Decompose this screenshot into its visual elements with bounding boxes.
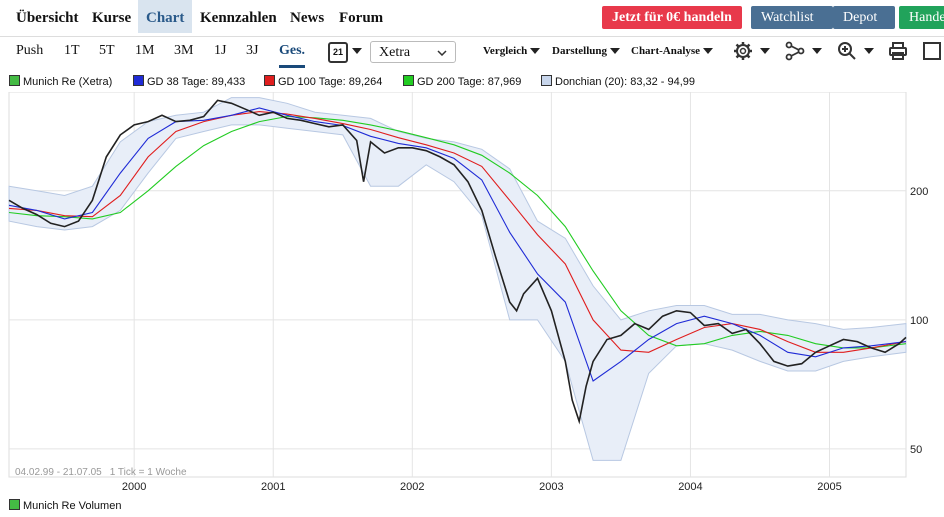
legend-label: GD 200 Tage: 87,969 [417,76,522,88]
chevron-down-icon [437,50,447,56]
x-tick-label: 2005 [817,481,841,493]
tab-forum[interactable]: Forum [339,10,384,26]
x-axis: 2000 2001 2002 2003 2004 2005 [122,481,842,493]
y-tick-label: 50 [910,444,922,456]
series-lines [8,99,907,425]
legend-swatch [9,75,20,86]
x-tick-label: 2000 [122,481,146,493]
share-icon[interactable] [785,41,805,66]
range-1m[interactable]: 1M [135,43,155,58]
darstellung-menu[interactable]: Darstellung [552,37,620,65]
print-icon[interactable] [888,41,908,66]
legend-item[interactable]: Munich Re (Xetra) [9,75,112,88]
legend-item[interactable]: GD 38 Tage: 89,433 [133,75,245,88]
volume-swatch [9,499,20,510]
zoom-dropdown-icon[interactable] [864,48,874,54]
vergleich-menu[interactable]: Vergleich [483,37,541,65]
legend-label: GD 38 Tage: 89,433 [147,76,246,88]
tick-info: 1 Tick = 1 Woche [110,467,187,478]
range-5t[interactable]: 5T [99,43,115,58]
x-tick-label: 2001 [261,481,285,493]
x-tick-label: 2004 [678,481,702,493]
range-3m[interactable]: 3M [174,43,194,58]
calendar-icon[interactable]: 21 [328,42,348,63]
range-3j[interactable]: 3J [246,43,259,58]
depot-button[interactable]: Depot [833,6,895,29]
legend-item[interactable]: GD 100 Tage: 89,264 [264,75,382,88]
legend-swatch [264,75,275,86]
legend-item[interactable]: GD 200 Tage: 87,969 [403,75,521,88]
tab-kurse[interactable]: Kurse [92,10,132,26]
watchlist-button[interactable]: Watchlist [751,6,833,29]
legend-item[interactable]: Donchian (20): 83,32 - 94,99 [541,75,695,88]
chevron-down-icon [610,48,620,55]
y-tick-label: 200 [910,186,928,198]
fullscreen-icon[interactable] [922,41,942,66]
handel-button[interactable]: Hande [899,6,944,29]
price-chart[interactable]: 200 100 50 2000 2001 2002 2003 2004 2005 04.02.… [0,92,944,497]
volume-label: Munich Re Volumen [23,500,122,512]
x-tick-label: 2003 [539,481,563,493]
chevron-down-icon [703,48,714,55]
chart-legend: Munich Re (Xetra) GD 38 Tage: 89,433 GD … [0,75,944,91]
exchange-select-value: Xetra [379,45,411,60]
series-line-gd-100-tage [8,111,907,353]
range-1j[interactable]: 1J [214,43,227,58]
tab-kennzahlen[interactable]: Kennzahlen [200,10,277,26]
exchange-select[interactable]: Xetra [370,41,456,63]
top-navigation: Übersicht Kurse Chart Kennzahlen News Fo… [0,0,944,36]
vergleich-label: Vergleich [483,45,528,57]
chart-toolbar: Push 1T 5T 1M 3M 1J 3J Ges. 21 Vergleich… [0,36,944,68]
zoom-icon[interactable] [837,41,857,66]
series-line-gd-200-tage [8,115,907,349]
share-dropdown-icon[interactable] [812,48,822,54]
legend-swatch [403,75,414,86]
x-tick-label: 2002 [400,481,424,493]
range-push[interactable]: Push [16,43,44,58]
range-1t[interactable]: 1T [64,43,80,58]
series-line-gd-38-tage [8,107,907,382]
legend-swatch [133,75,144,86]
tab-news[interactable]: News [290,10,325,26]
range-ges[interactable]: Ges. [279,37,306,68]
volume-legend: Munich Re Volumen [9,499,121,512]
legend-label: Donchian (20): 83,32 - 94,99 [555,76,696,88]
legend-label: GD 100 Tage: 89,264 [278,76,383,88]
legend-swatch [541,75,552,86]
settings-dropdown-icon[interactable] [760,48,770,54]
chart-analyse-label: Chart-Analyse [631,45,701,57]
y-tick-label: 100 [910,315,928,327]
legend-label: Munich Re (Xetra) [23,76,113,88]
settings-icon[interactable] [733,41,753,66]
calendar-day: 21 [332,47,343,57]
series-line-munich-re-xetra- [8,99,907,425]
trade-cta-button[interactable]: Jetzt für 0€ handeln [602,6,742,29]
tab-uebersicht[interactable]: Übersicht [16,10,79,26]
chart-analyse-menu[interactable]: Chart-Analyse [631,37,714,65]
date-range: 04.02.99 - 21.07.05 [15,467,102,478]
chevron-down-icon [530,48,541,55]
y-axis: 200 100 50 [910,186,928,456]
darstellung-label: Darstellung [552,45,607,57]
date-range-text: 04.02.99 - 21.07.05 1 Tick = 1 Woche [15,467,187,478]
tab-chart[interactable]: Chart [138,0,193,33]
calendar-dropdown-icon[interactable] [352,48,362,54]
